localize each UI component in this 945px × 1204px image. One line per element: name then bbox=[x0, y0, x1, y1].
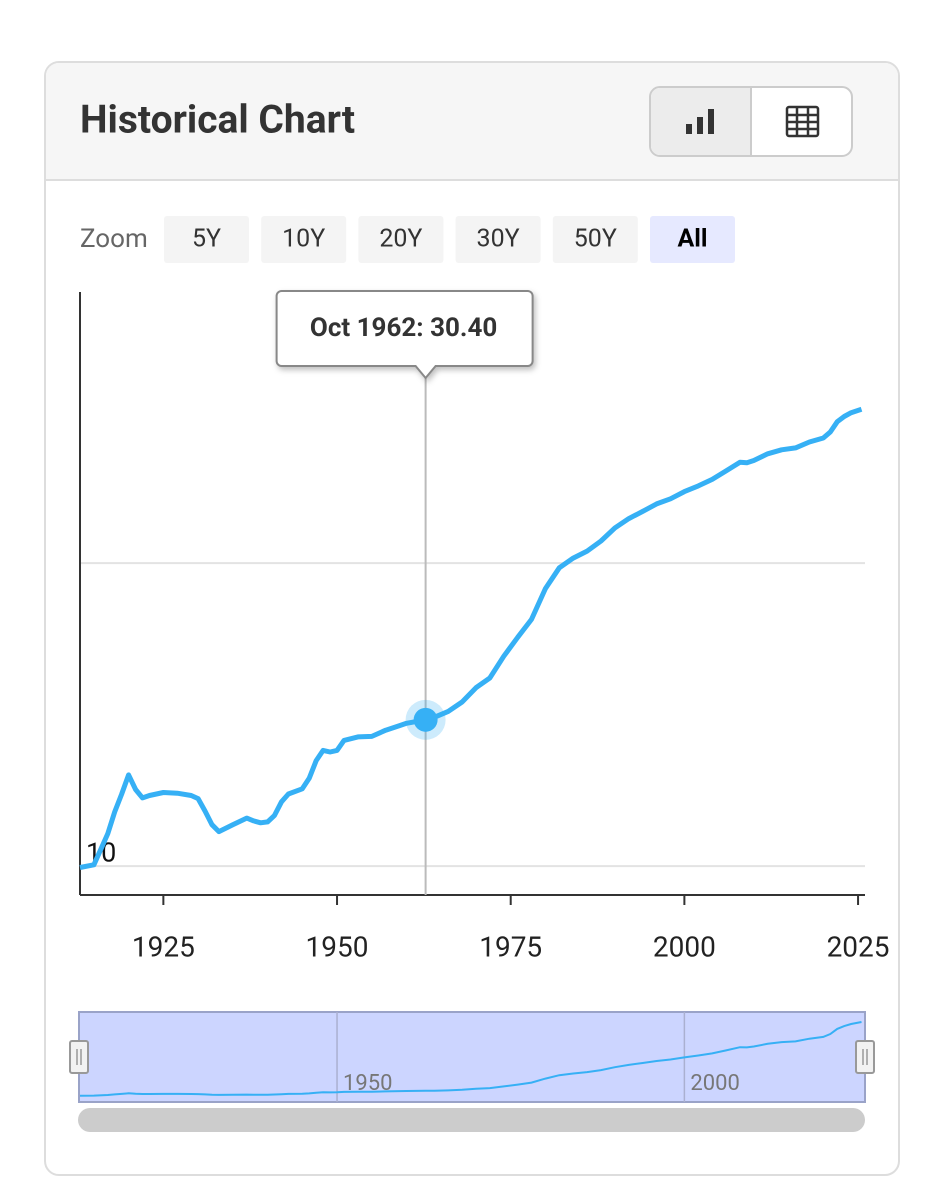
navigator-tick-label: 2000 bbox=[690, 1071, 739, 1096]
highlight-point bbox=[413, 707, 438, 732]
navigator-handle[interactable] bbox=[855, 1040, 875, 1074]
card bbox=[44, 61, 900, 1176]
tooltip-box bbox=[275, 290, 534, 380]
zoom-button[interactable] bbox=[552, 216, 638, 263]
bar-icon bbox=[686, 109, 714, 134]
scrollbar[interactable] bbox=[78, 1108, 865, 1132]
x-tick-label: 1975 bbox=[479, 930, 542, 963]
zoom-button-label[interactable]: 50Y bbox=[574, 225, 617, 254]
zoom-button-label[interactable]: 5Y bbox=[192, 225, 221, 254]
zoom-button-label[interactable]: All bbox=[677, 225, 707, 254]
zoom-button-label[interactable]: 30Y bbox=[477, 225, 520, 254]
x-tick-label: 1950 bbox=[306, 930, 369, 963]
title: Historical Chart bbox=[80, 96, 355, 142]
table-icon[interactable] bbox=[785, 105, 820, 138]
navigator-line bbox=[79, 1021, 862, 1097]
zoom-button-label[interactable]: 20Y bbox=[379, 225, 422, 254]
navigator-handle[interactable] bbox=[69, 1040, 89, 1074]
tooltip-text: Oct 1962: 30.40 bbox=[310, 313, 497, 343]
zoom-label: Zoom bbox=[80, 224, 148, 254]
zoom-button[interactable] bbox=[455, 216, 541, 263]
zoom-buttons: 5Y 10Y 20Y 30Y 50Y All bbox=[164, 216, 735, 263]
x-tick-label: 2025 bbox=[827, 930, 890, 963]
x-tick-label: 2000 bbox=[653, 930, 716, 963]
zoom-button[interactable] bbox=[650, 216, 735, 263]
zoom-button[interactable] bbox=[358, 216, 444, 263]
navigator-window bbox=[78, 1011, 866, 1103]
zoom-button[interactable] bbox=[261, 216, 347, 263]
x-tick-label: 1925 bbox=[132, 930, 195, 963]
zoom-button[interactable] bbox=[164, 216, 249, 263]
zoom-button-label[interactable]: 10Y bbox=[282, 225, 325, 254]
